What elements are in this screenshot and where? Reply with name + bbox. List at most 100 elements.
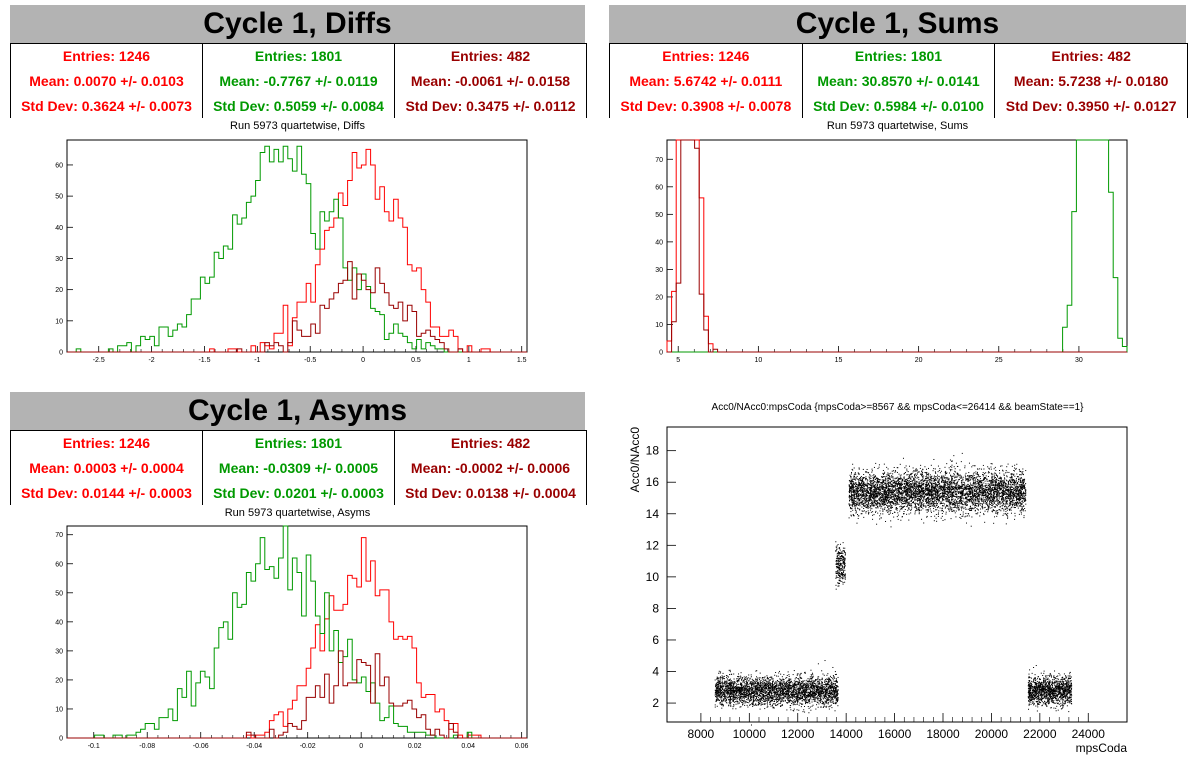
scatter-point [720, 683, 722, 685]
scatter-point [756, 686, 758, 688]
scatter-point [950, 518, 952, 520]
scatter-point [786, 690, 788, 692]
scatter-point [732, 690, 734, 692]
scatter-point [960, 495, 962, 497]
scatter-point [812, 690, 814, 692]
scatter-point [939, 494, 941, 496]
scatter-point [787, 685, 789, 687]
scatter-point [838, 577, 840, 579]
scatter-point [836, 690, 838, 692]
scatter-point [784, 699, 786, 701]
scatter-point [1003, 498, 1005, 500]
scatter-point [788, 679, 790, 681]
scatter-point [1020, 488, 1022, 490]
scatter-point [857, 500, 859, 502]
scatter-point [805, 690, 807, 692]
scatter-point [780, 702, 782, 704]
scatter-point [769, 697, 771, 699]
scatter-point [800, 695, 802, 697]
scatter-point [760, 685, 762, 687]
scatter-point [810, 669, 812, 671]
scatter-point [791, 703, 793, 705]
scatter-point [794, 696, 796, 698]
scatter-point [931, 491, 933, 493]
scatter-point [783, 682, 785, 684]
scatter-point [851, 485, 853, 487]
scatter-point [741, 701, 743, 703]
stat-entries: Entries: 1246 [62, 435, 151, 452]
scatter-point [764, 699, 766, 701]
scatter-point [723, 682, 725, 684]
scatter-point [897, 482, 899, 484]
scatter-point [1009, 503, 1011, 505]
scatter-point [781, 704, 783, 706]
scatter-point [817, 681, 819, 683]
scatter-point [907, 503, 909, 505]
scatter-point [716, 690, 718, 692]
scatter-point [771, 695, 773, 697]
scatter-point [808, 712, 810, 714]
scatter-point [757, 688, 759, 690]
scatter-point [762, 686, 764, 688]
scatter-point [756, 670, 758, 672]
scatter-point [977, 509, 979, 511]
scatter-point [844, 553, 846, 555]
scatter-point [908, 481, 910, 483]
scatter-point [742, 703, 744, 705]
scatter-point [730, 681, 732, 683]
scatter-point [744, 689, 746, 691]
scatter-point [801, 695, 803, 697]
scatter-point [745, 688, 747, 690]
scatter-point [772, 697, 774, 699]
scatter-point [759, 692, 761, 694]
scatter-point [833, 693, 835, 695]
scatter-point [904, 505, 906, 507]
scatter-point [855, 479, 857, 481]
scatter-point [735, 698, 737, 700]
scatter-point [787, 694, 789, 696]
scatter-point [825, 694, 827, 696]
scatter-point [830, 696, 832, 698]
scatter-point [759, 703, 761, 705]
scatter-point [762, 685, 764, 687]
scatter-point [796, 694, 798, 696]
scatter-point [719, 691, 721, 693]
scatter-point [774, 682, 776, 684]
scatter-point [789, 690, 791, 692]
scatter-point [937, 489, 939, 491]
scatter-point [745, 681, 747, 683]
scatter-point [753, 682, 755, 684]
scatter-point [804, 689, 806, 691]
scatter-point [840, 564, 842, 566]
scatter-point [797, 683, 799, 685]
scatter-point [761, 697, 763, 699]
scatter-point [828, 699, 830, 701]
scatter-point [801, 683, 803, 685]
scatter-point [759, 708, 761, 710]
scatter-point [821, 700, 823, 702]
scatter-point [818, 682, 820, 684]
scatter-point [804, 672, 806, 674]
scatter-point [988, 471, 990, 473]
scatter-point [736, 701, 738, 703]
scatter-point [836, 691, 838, 693]
scatter-point [1011, 497, 1013, 499]
scatter-point [755, 685, 757, 687]
scatter-point [741, 693, 743, 695]
scatter-point [751, 684, 753, 686]
stat-mean: Mean: -0.0309 +/- 0.0005 [218, 459, 379, 476]
scatter-point [726, 676, 728, 678]
scatter-point [735, 686, 737, 688]
scatter-point [804, 671, 806, 673]
scatter-point [836, 576, 838, 578]
scatter-point [817, 692, 819, 694]
scatter-point [755, 670, 757, 672]
scatter-point [753, 689, 755, 691]
scatter-point [762, 694, 764, 696]
scatter-point [796, 698, 798, 700]
scatter-point [797, 700, 799, 702]
scatter-point [836, 545, 838, 547]
scatter-point [728, 684, 730, 686]
scatter-point [838, 566, 840, 568]
asyms-histogram-title: Run 5973 quartetwise, Asyms [224, 507, 371, 519]
